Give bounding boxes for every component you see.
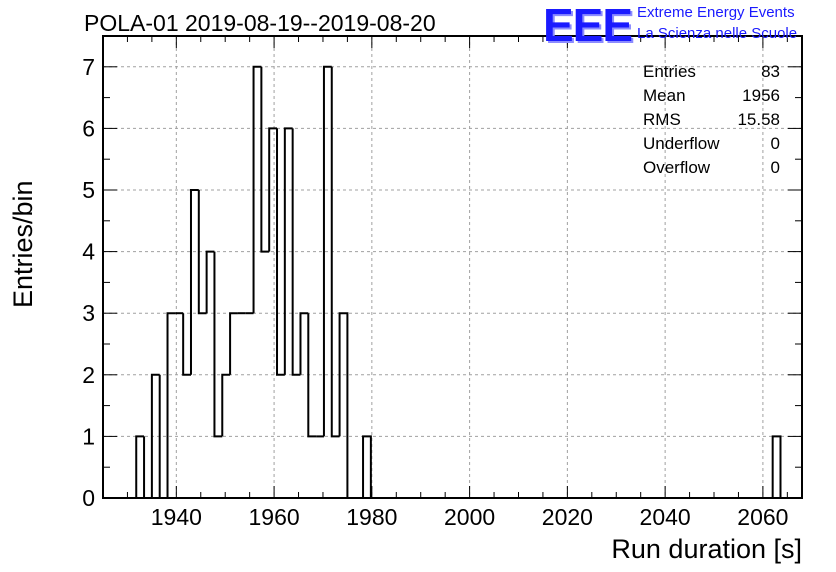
- y-tick-label: 4: [82, 239, 95, 265]
- x-tick-label: 2060: [737, 504, 788, 530]
- histogram-bin: [182, 313, 191, 376]
- stats-label: Entries: [643, 62, 696, 81]
- stats-label: RMS: [643, 110, 681, 129]
- stats-value: 0: [770, 134, 780, 153]
- logo-line-1: Extreme Energy Events: [637, 4, 795, 21]
- histogram-bin: [221, 373, 231, 437]
- histogram-bin: [338, 312, 349, 498]
- stats-box: Entries 83 Mean 1956 RMS 15.58 Underflow…: [643, 60, 780, 180]
- x-tick-label: 2000: [444, 504, 495, 530]
- plot-frame: [102, 35, 803, 499]
- y-tick-label: 2: [82, 362, 95, 388]
- histogram-bin: [362, 435, 372, 498]
- stats-value: 15.58: [737, 110, 780, 129]
- x-axis-label: Run duration [s]: [611, 534, 802, 564]
- y-axis-label: Entries/bin: [8, 180, 38, 308]
- histogram-bin: [135, 435, 145, 498]
- histogram-bin: [213, 251, 223, 438]
- histogram-bin: [291, 128, 301, 376]
- stats-row-overflow: Overflow 0: [643, 156, 780, 180]
- histogram-bin: [299, 312, 309, 375]
- histogram-bin: [276, 128, 285, 376]
- x-tick-label: 2020: [542, 504, 593, 530]
- y-tick-label: 5: [82, 177, 95, 203]
- histogram-bin: [229, 312, 238, 375]
- y-tick-label: 0: [82, 485, 95, 511]
- stats-row-underflow: Underflow 0: [643, 132, 780, 156]
- stats-row-entries: Entries 83: [643, 60, 780, 84]
- x-tick-label: 1940: [151, 504, 202, 530]
- y-tick-label: 1: [82, 423, 95, 449]
- chart-title: POLA-01 2019-08-19--2019-08-20: [84, 10, 436, 36]
- histogram-bin: [307, 313, 317, 438]
- histogram-bars: [135, 65, 782, 499]
- stats-value: 0: [770, 158, 780, 177]
- y-tick-label: 7: [82, 54, 95, 80]
- y-tick-label: 6: [82, 115, 95, 141]
- stats-label: Underflow: [643, 134, 720, 153]
- y-tick-label: 3: [82, 300, 95, 326]
- x-tick-label: 2040: [640, 504, 691, 530]
- histogram-bin: [150, 373, 160, 498]
- x-tick-label: 1980: [346, 504, 397, 530]
- eee-logo: EEE: [543, 0, 633, 51]
- histogram-bin: [260, 66, 270, 253]
- logo-line-2: La Scienza nelle Scuole: [637, 25, 798, 42]
- grid-lines: [103, 36, 802, 498]
- axes: 1940 1960 1980 2000 2020 2040 2060 0 1 2 3 4 5 6 7: [82, 35, 803, 530]
- histogram-bin: [322, 65, 332, 437]
- stats-label: Overflow: [643, 158, 711, 177]
- histogram-bin: [771, 435, 782, 498]
- histogram-bin: [283, 127, 293, 375]
- x-tick-label: 1960: [248, 504, 299, 530]
- histogram-bin: [189, 189, 199, 375]
- histogram-bin: [330, 66, 340, 438]
- stats-value: 83: [761, 62, 780, 81]
- histogram-bin: [268, 127, 278, 252]
- histogram-bin: [166, 312, 176, 498]
- stats-value: 1956: [742, 86, 780, 105]
- histogram-bin: [143, 436, 152, 499]
- stats-row-mean: Mean 1956: [643, 84, 780, 108]
- histogram-bin: [205, 250, 215, 314]
- stats-label: Mean: [643, 86, 686, 105]
- stats-row-rms: RMS 15.58: [643, 108, 780, 132]
- histogram-bin: [197, 190, 207, 315]
- histogram-bin: [252, 65, 262, 314]
